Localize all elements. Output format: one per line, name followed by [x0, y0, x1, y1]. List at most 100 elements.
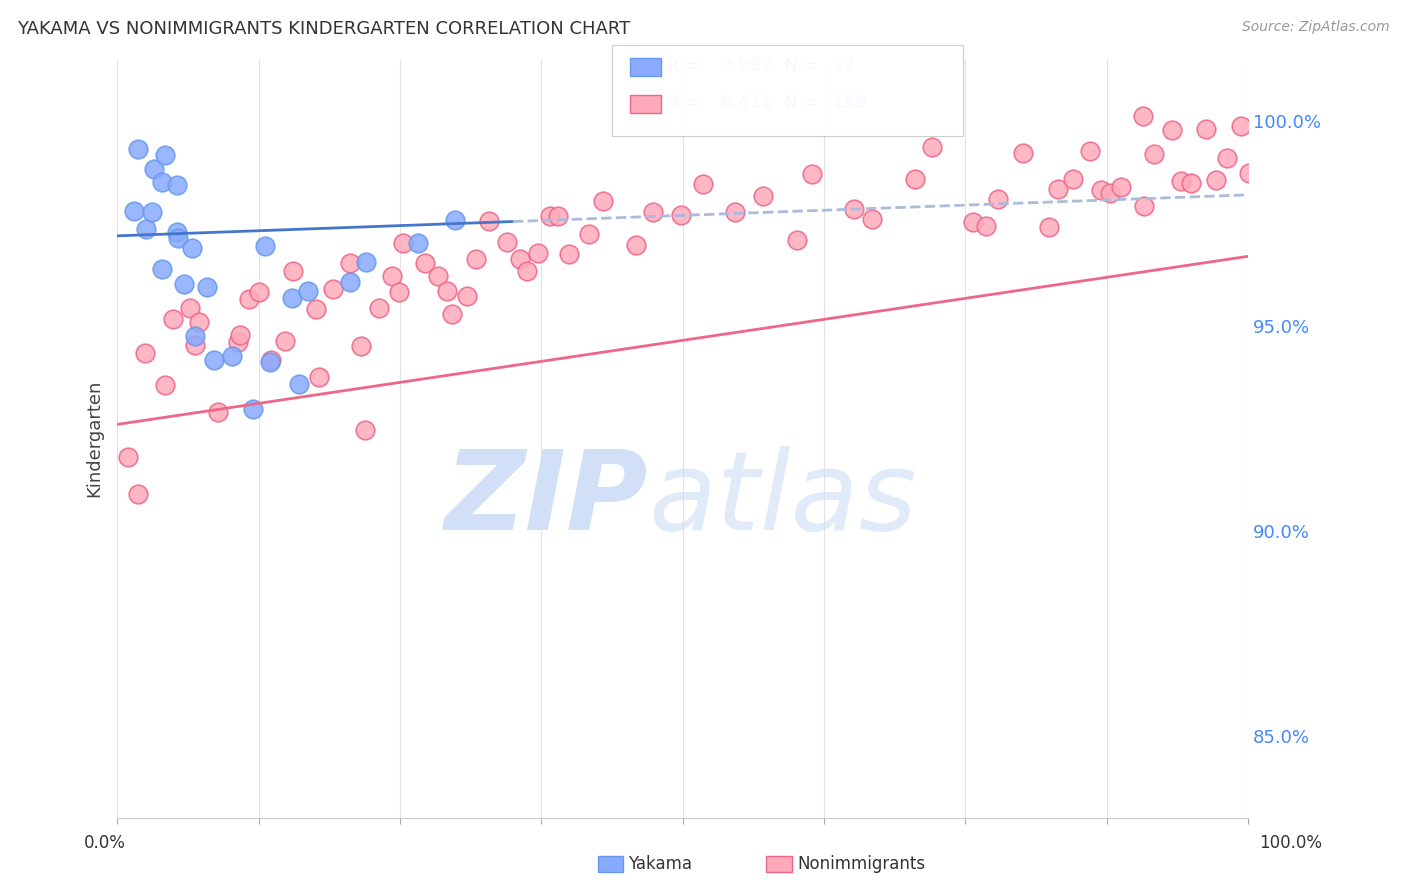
Point — [558, 247, 581, 261]
Point — [578, 227, 600, 241]
Point — [127, 487, 149, 501]
Point — [150, 262, 173, 277]
Point — [287, 377, 309, 392]
Point — [367, 301, 389, 315]
Point — [987, 193, 1010, 207]
Text: atlas: atlas — [648, 446, 917, 553]
Point — [465, 252, 488, 267]
Text: R =: R = — [668, 94, 699, 112]
Point — [786, 233, 808, 247]
Text: N =: N = — [785, 57, 815, 75]
Point — [1099, 186, 1122, 200]
Point — [135, 221, 157, 235]
Point — [247, 285, 270, 299]
Text: Nonimmigrants: Nonimmigrants — [797, 855, 925, 873]
Point — [436, 284, 458, 298]
Point — [624, 238, 647, 252]
Text: 100.0%: 100.0% — [1258, 834, 1322, 852]
Point — [173, 277, 195, 291]
Point — [181, 241, 204, 255]
Point — [166, 225, 188, 239]
Point — [1062, 172, 1084, 186]
Point — [117, 450, 139, 464]
Text: Yakama: Yakama — [628, 855, 693, 873]
Point — [1109, 180, 1132, 194]
Point — [188, 315, 211, 329]
Text: 0.411: 0.411 — [720, 94, 772, 112]
Point — [305, 301, 328, 316]
Point — [538, 210, 561, 224]
Point — [1090, 183, 1112, 197]
Point — [547, 209, 569, 223]
Point — [127, 142, 149, 156]
Text: 27: 27 — [832, 57, 856, 75]
Text: 0.0%: 0.0% — [84, 834, 127, 852]
Point — [496, 235, 519, 249]
Point — [692, 177, 714, 191]
Text: YAKAMA VS NONIMMIGRANTS KINDERGARTEN CORRELATION CHART: YAKAMA VS NONIMMIGRANTS KINDERGARTEN COR… — [17, 20, 630, 37]
Point — [143, 162, 166, 177]
Point — [669, 208, 692, 222]
Point — [1133, 199, 1156, 213]
Point — [844, 202, 866, 216]
Point — [162, 311, 184, 326]
Point — [456, 289, 478, 303]
Point — [904, 172, 927, 186]
Point — [478, 214, 501, 228]
Point — [516, 264, 538, 278]
Point — [254, 238, 277, 252]
Point — [381, 269, 404, 284]
Point — [724, 204, 747, 219]
Point — [1170, 174, 1192, 188]
Point — [921, 140, 943, 154]
Point — [1038, 219, 1060, 234]
Point — [388, 285, 411, 299]
Text: R =: R = — [668, 57, 699, 75]
Point — [509, 252, 531, 266]
Point — [259, 355, 281, 369]
Point — [153, 378, 176, 392]
Point — [1160, 123, 1182, 137]
Point — [426, 268, 449, 283]
Text: 159: 159 — [832, 94, 868, 112]
Point — [406, 235, 429, 250]
Point — [339, 275, 361, 289]
Point — [392, 236, 415, 251]
Text: N =: N = — [785, 94, 815, 112]
Point — [641, 204, 664, 219]
Point — [153, 148, 176, 162]
Point — [1216, 151, 1239, 165]
Point — [1047, 182, 1070, 196]
Point — [167, 231, 190, 245]
Point — [166, 178, 188, 192]
Point — [1205, 173, 1227, 187]
Point — [354, 423, 377, 437]
Point — [308, 370, 330, 384]
Point — [207, 404, 229, 418]
Point — [195, 280, 218, 294]
Point — [1132, 109, 1154, 123]
Point — [752, 189, 775, 203]
Point — [350, 339, 373, 353]
Point — [134, 346, 156, 360]
Point — [415, 256, 437, 270]
Point — [202, 353, 225, 368]
Point — [141, 205, 163, 219]
Text: Source: ZipAtlas.com: Source: ZipAtlas.com — [1241, 20, 1389, 34]
Point — [281, 264, 304, 278]
Point — [1012, 146, 1035, 161]
Point — [221, 349, 243, 363]
Point — [274, 334, 297, 349]
Point — [184, 329, 207, 343]
Point — [1237, 166, 1260, 180]
Point — [339, 256, 361, 270]
Point — [281, 292, 304, 306]
Point — [1195, 122, 1218, 136]
Text: ZIP: ZIP — [446, 446, 648, 553]
Y-axis label: Kindergarten: Kindergarten — [86, 380, 103, 498]
Point — [860, 211, 883, 226]
Point — [238, 293, 260, 307]
Point — [260, 353, 283, 368]
Point — [962, 215, 984, 229]
Point — [122, 203, 145, 218]
